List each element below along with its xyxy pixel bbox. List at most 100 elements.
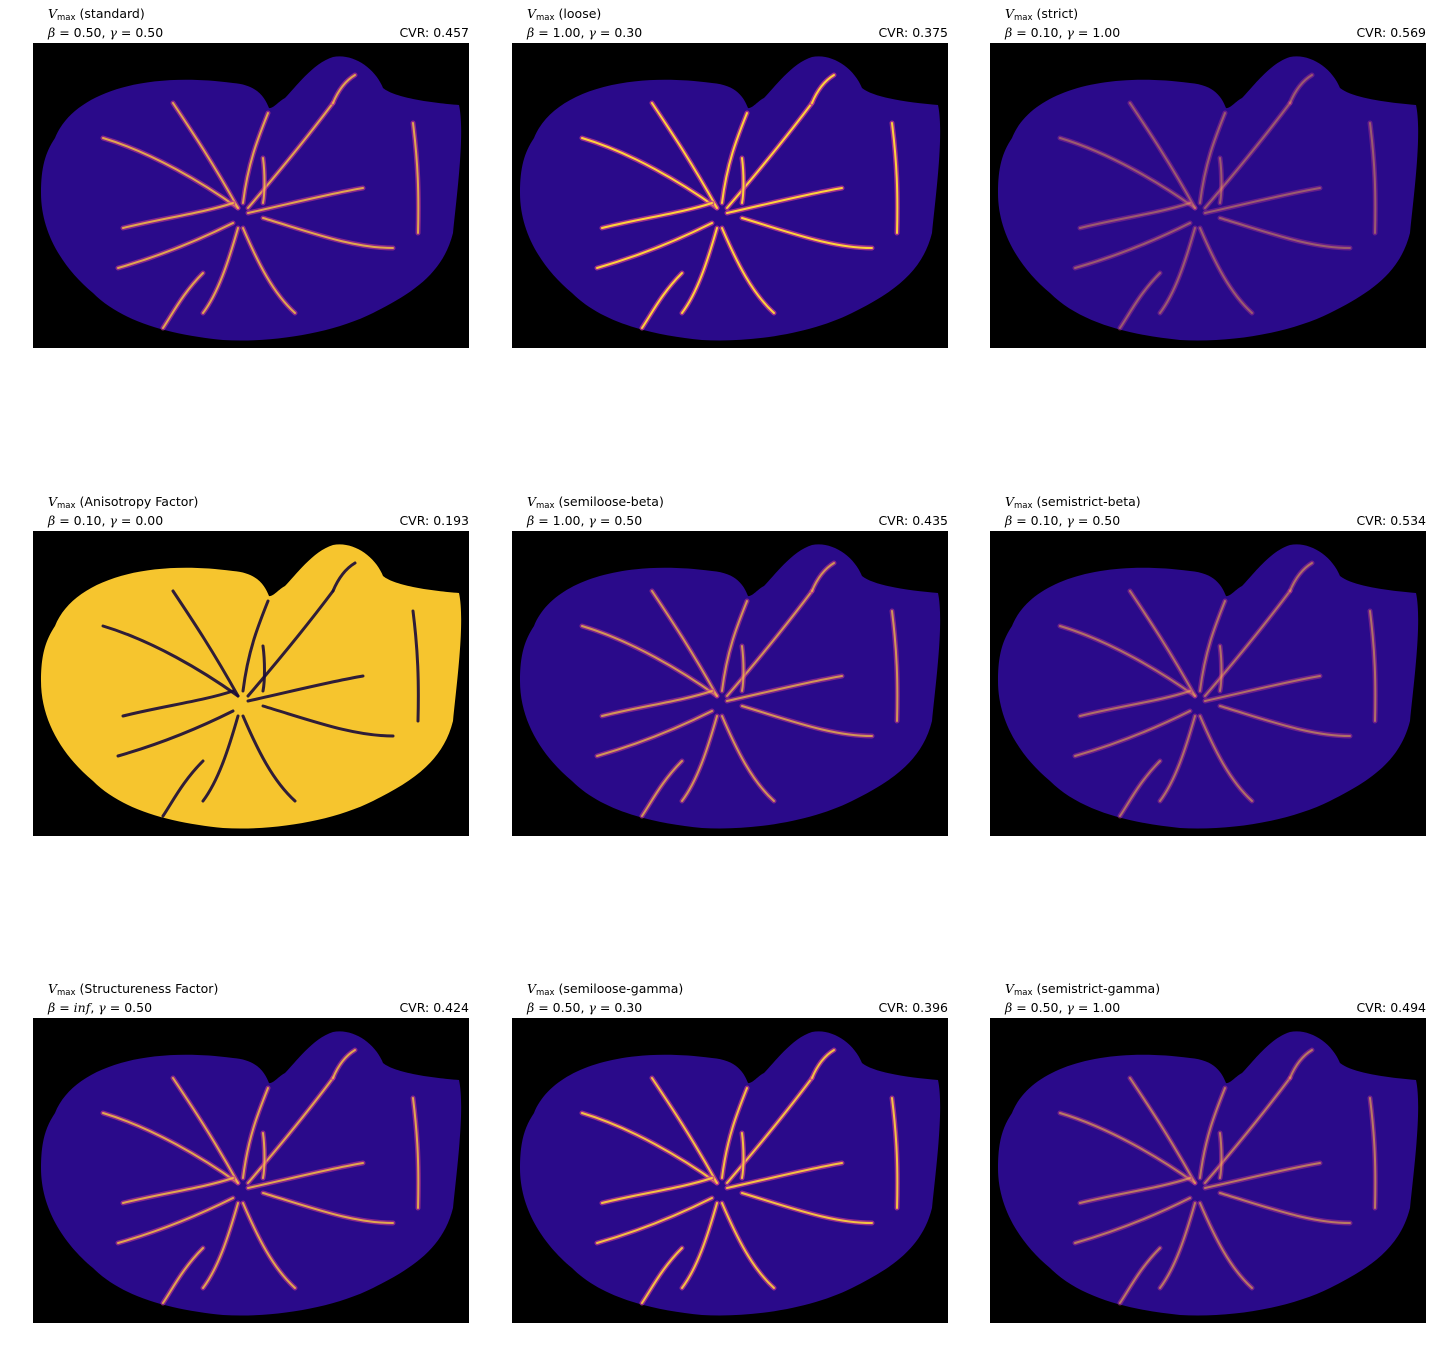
- vessel-core: [741, 157, 745, 204]
- vessel-glow: [1197, 110, 1228, 206]
- vessel-core: [1204, 1162, 1321, 1189]
- panel-title: Vmax (semistrict-gamma): [1005, 981, 1161, 998]
- vessel-core: [721, 600, 748, 692]
- vessel-core: [681, 715, 718, 802]
- vessel-glow: [1117, 270, 1163, 331]
- vessel-glow: [1217, 643, 1224, 694]
- vessel-glow: [101, 624, 240, 698]
- vessel-core: [601, 1177, 713, 1204]
- vesselness-image: [990, 1018, 1426, 1323]
- tissue-region: [41, 56, 462, 341]
- panel-params: β = 0.10, γ = 0.00: [48, 513, 164, 528]
- vessel-core: [1199, 715, 1253, 802]
- cvr-value: CVR: 0.457: [399, 25, 469, 40]
- vessel-glow: [201, 714, 240, 803]
- vessel-core: [721, 227, 775, 314]
- tissue-region: [41, 544, 462, 829]
- vessel-core: [1369, 1097, 1377, 1209]
- vessel-core: [726, 102, 813, 209]
- tissue-region: [998, 1031, 1419, 1316]
- vessel-core: [726, 590, 813, 697]
- vesselness-image: [33, 1018, 469, 1323]
- cvr-value: CVR: 0.534: [1356, 513, 1426, 528]
- panel-params: β = 0.50, γ = 0.50: [48, 25, 164, 40]
- vessel-glow: [1217, 703, 1353, 739]
- vessel-core: [172, 102, 239, 209]
- cvr-value: CVR: 0.193: [399, 513, 469, 528]
- vessel-core: [891, 1097, 899, 1209]
- vessel-glow: [1197, 598, 1228, 694]
- vessel-core: [1204, 590, 1291, 697]
- vessel-glow: [1202, 673, 1323, 704]
- vessel-core: [1059, 1112, 1196, 1184]
- vessel-core: [741, 1192, 873, 1224]
- vessel-glow: [1217, 155, 1224, 206]
- vessel-core: [581, 625, 718, 697]
- vessel-core: [262, 1132, 266, 1179]
- vessel-glow: [331, 561, 357, 593]
- vessel-core: [202, 227, 239, 314]
- vessel-glow: [1217, 215, 1353, 251]
- vessel-core: [162, 272, 204, 329]
- vessel-core: [1219, 1192, 1351, 1224]
- vessel-glow: [116, 709, 235, 758]
- vessel-glow: [1197, 713, 1255, 804]
- panel-params: β = 0.10, γ = 1.00: [1005, 25, 1121, 40]
- vessel-core: [247, 102, 334, 209]
- vessel-core: [721, 715, 775, 802]
- vessel-core: [1219, 217, 1351, 249]
- vessel-glow: [261, 644, 266, 693]
- vessel-core: [1289, 74, 1313, 104]
- panel-params: β = 1.00, γ = 0.30: [527, 25, 643, 40]
- vessel-glow: [241, 714, 297, 803]
- vessel-core: [1219, 705, 1351, 737]
- vessel-core: [1204, 1077, 1291, 1184]
- vessel-core: [721, 112, 748, 204]
- vessel-core: [811, 1049, 835, 1079]
- cvr-value: CVR: 0.375: [878, 25, 948, 40]
- vessel-core: [1059, 625, 1196, 697]
- vessel-glow: [1287, 560, 1315, 594]
- vessel-core: [581, 137, 718, 209]
- vessel-core: [172, 1077, 239, 1184]
- panel-title: Vmax (standard): [48, 6, 145, 23]
- vessel-core: [641, 272, 683, 329]
- vessel-glow: [411, 609, 420, 723]
- vessel-core: [1119, 272, 1161, 329]
- vesselness-image: [33, 43, 469, 348]
- vessel-glow: [1117, 758, 1163, 819]
- vessel-core: [122, 202, 234, 229]
- cvr-value: CVR: 0.396: [878, 1000, 948, 1015]
- vessel-core: [601, 690, 713, 717]
- vessel-glow: [1057, 623, 1198, 699]
- vessel-core: [721, 1202, 775, 1289]
- vessel-core: [242, 1202, 296, 1289]
- vessel-core: [102, 137, 239, 209]
- vessel-core: [1074, 1197, 1191, 1244]
- panel-title: Vmax (semistrict-beta): [1005, 494, 1141, 511]
- vessel-core: [262, 157, 266, 204]
- vessel-core: [741, 705, 873, 737]
- vessel-glow: [1287, 72, 1315, 106]
- vessel-core: [1079, 690, 1191, 717]
- vessel-core: [1074, 222, 1191, 269]
- panel-params: β = 0.10, γ = 0.50: [1005, 513, 1121, 528]
- vessel-core: [247, 187, 364, 214]
- vessel-core: [1079, 1177, 1191, 1204]
- vessel-glow: [241, 599, 270, 693]
- tissue-region: [998, 544, 1419, 829]
- cvr-value: CVR: 0.424: [399, 1000, 469, 1015]
- panel-params: β = inf, γ = 0.50: [48, 1000, 153, 1015]
- panel-params: β = 1.00, γ = 0.50: [527, 513, 643, 528]
- panel-title: Vmax (strict): [1005, 6, 1079, 23]
- vessel-core: [741, 1132, 745, 1179]
- vessel-glow: [1197, 225, 1255, 316]
- vessel-glow: [1127, 588, 1198, 699]
- vessel-glow: [1157, 713, 1198, 804]
- vessel-core: [721, 1087, 748, 1179]
- vessel-core: [1369, 610, 1377, 722]
- panel-title: Vmax (loose): [527, 6, 602, 23]
- vessel-core: [1159, 715, 1196, 802]
- cvr-value: CVR: 0.435: [878, 513, 948, 528]
- vessel-core: [1199, 227, 1253, 314]
